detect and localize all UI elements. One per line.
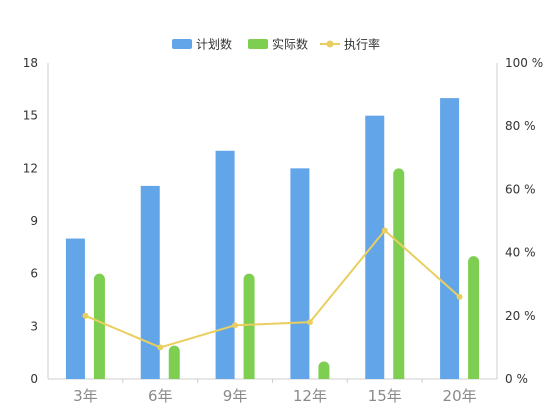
bar-plan bbox=[215, 150, 235, 379]
y-left-tick-label: 18 bbox=[23, 56, 38, 70]
bar-plan bbox=[140, 185, 160, 379]
legend-label: 实际数 bbox=[272, 37, 308, 52]
x-tick-label: 15年 bbox=[368, 387, 402, 405]
rate-point bbox=[157, 344, 164, 351]
bar-actual bbox=[393, 168, 405, 379]
legend-label: 执行率 bbox=[344, 37, 380, 52]
axes bbox=[47, 63, 498, 383]
x-tick-label: 12年 bbox=[293, 387, 327, 405]
y-left-tick-label: 3 bbox=[30, 319, 38, 333]
y-right-tick-label: 0 % bbox=[505, 372, 528, 386]
bar-plan bbox=[290, 168, 310, 379]
rate-point bbox=[381, 227, 388, 234]
y-right-tick-label: 60 % bbox=[505, 182, 536, 196]
bar-actual bbox=[318, 361, 330, 379]
y-left-tick-label: 0 bbox=[30, 372, 38, 386]
y-left-tick-label: 15 bbox=[23, 109, 38, 123]
bar-plan bbox=[365, 115, 385, 380]
legend-item[interactable]: 实际数 bbox=[248, 37, 308, 52]
legend-item[interactable]: 执行率 bbox=[320, 37, 380, 52]
x-tick-label: 6年 bbox=[148, 387, 173, 405]
bars bbox=[65, 98, 480, 380]
x-tick-label: 3年 bbox=[73, 387, 98, 405]
bar-actual bbox=[93, 273, 105, 379]
x-tick-label: 9年 bbox=[223, 387, 248, 405]
tick-labels: 0 3 6 9 12 15 18 0 % 20 % 40 % 60 % 80 % 100 % 3年 6年 9年… bbox=[23, 56, 543, 405]
y-left-tick-label: 6 bbox=[30, 267, 38, 281]
bar-plan bbox=[65, 238, 85, 379]
legend-item[interactable]: 计划数 bbox=[172, 37, 232, 52]
rate-point bbox=[232, 322, 239, 329]
legend-label: 计划数 bbox=[196, 37, 232, 52]
rate-point bbox=[456, 293, 463, 300]
bar-actual bbox=[468, 256, 480, 379]
y-left-tick-label: 12 bbox=[23, 161, 38, 175]
legend-swatch bbox=[172, 39, 192, 49]
y-right-tick-label: 100 % bbox=[505, 56, 543, 70]
legend: 计划数 实际数 执行率 bbox=[172, 37, 380, 52]
legend-swatch bbox=[248, 39, 268, 49]
y-right-tick-label: 40 % bbox=[505, 246, 536, 260]
bar-plan bbox=[440, 98, 460, 379]
rate-line bbox=[85, 229, 461, 349]
legend-swatch-dot bbox=[326, 40, 334, 48]
bar-actual bbox=[243, 273, 255, 379]
y-right-tick-label: 80 % bbox=[505, 119, 536, 133]
bar-actual bbox=[168, 345, 180, 379]
x-tick-label: 20年 bbox=[443, 387, 477, 405]
y-right-tick-label: 20 % bbox=[505, 309, 536, 323]
y-left-tick-label: 9 bbox=[30, 214, 38, 228]
rate-line-layer bbox=[82, 227, 463, 351]
rate-point bbox=[306, 319, 313, 326]
rate-point bbox=[82, 312, 89, 319]
